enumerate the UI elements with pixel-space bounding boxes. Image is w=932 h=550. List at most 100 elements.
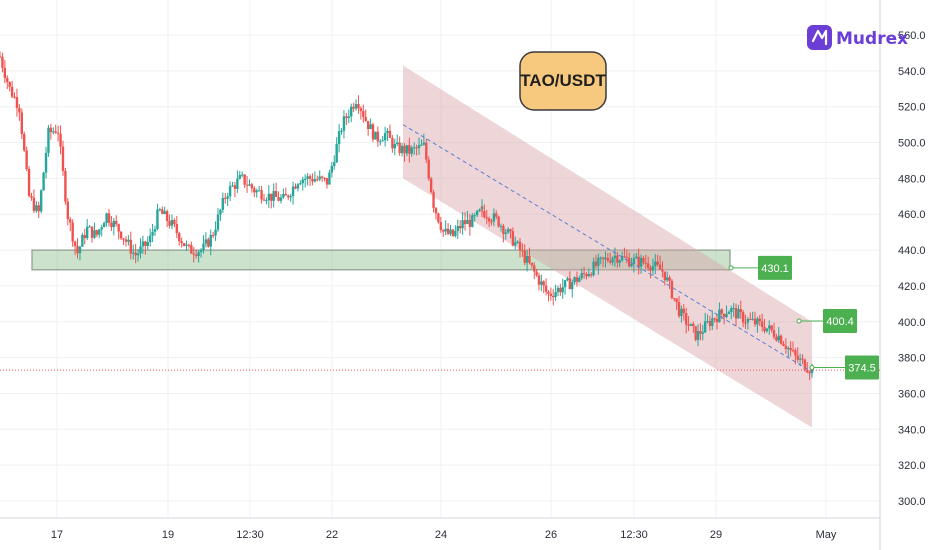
candle-body bbox=[734, 308, 738, 319]
candle-body bbox=[682, 308, 685, 314]
candle-body bbox=[483, 211, 486, 218]
candle-body bbox=[226, 196, 229, 199]
candle-body bbox=[798, 358, 802, 360]
candle-body bbox=[556, 287, 560, 292]
candle-body bbox=[461, 220, 464, 229]
candle-body bbox=[158, 209, 162, 211]
candle-body bbox=[6, 78, 9, 82]
candle-body bbox=[224, 197, 227, 199]
candle-body bbox=[451, 229, 455, 236]
candle-body bbox=[199, 250, 203, 253]
candle-body bbox=[692, 323, 695, 327]
candle-body bbox=[758, 318, 761, 322]
candle-body bbox=[680, 308, 683, 317]
candle-body bbox=[398, 142, 401, 154]
candle-body bbox=[71, 222, 74, 242]
candle-body bbox=[241, 174, 244, 176]
annotation-label-box bbox=[758, 255, 792, 280]
candle-body bbox=[245, 184, 249, 186]
candle-body bbox=[746, 318, 750, 323]
candle-body bbox=[763, 326, 766, 332]
candle-body bbox=[563, 280, 567, 288]
candle-body bbox=[495, 213, 498, 217]
midline bbox=[402, 124, 813, 373]
candle-body bbox=[549, 293, 553, 296]
candle-body bbox=[187, 244, 191, 246]
candle-body bbox=[561, 287, 564, 293]
candle-body bbox=[49, 127, 53, 133]
candle-body bbox=[173, 219, 176, 225]
candle-body bbox=[64, 170, 67, 202]
channel-midline bbox=[402, 124, 813, 373]
candle-body bbox=[730, 308, 733, 313]
candle-body bbox=[110, 222, 113, 228]
candle-body bbox=[408, 145, 411, 154]
candle-body bbox=[670, 280, 674, 299]
candle-body bbox=[323, 177, 326, 179]
candle-body bbox=[102, 223, 106, 228]
candle-body bbox=[644, 262, 648, 264]
candle-body bbox=[282, 194, 285, 198]
candle-body bbox=[689, 323, 693, 326]
annotation-dot bbox=[796, 318, 802, 324]
candle-body bbox=[400, 145, 404, 154]
candle-body bbox=[134, 252, 137, 256]
candle-body bbox=[580, 273, 583, 279]
candle-body bbox=[427, 159, 430, 179]
candle-body bbox=[190, 245, 193, 254]
candle-body bbox=[403, 145, 406, 154]
candle-body bbox=[620, 256, 624, 261]
candle-body bbox=[83, 235, 86, 239]
candle-body bbox=[35, 205, 38, 211]
x-tick-label: 22 bbox=[326, 529, 338, 541]
y-tick-label: 520.0 bbox=[898, 102, 926, 114]
y-tick-label: 560.0 bbox=[898, 30, 926, 42]
candle-body bbox=[566, 278, 569, 281]
candle-body bbox=[316, 179, 319, 181]
candle-body bbox=[806, 370, 809, 373]
candle-body bbox=[511, 231, 515, 246]
candle-body bbox=[446, 228, 450, 234]
candle-body bbox=[105, 213, 108, 224]
candle-body bbox=[509, 229, 512, 232]
candle-body bbox=[192, 253, 195, 255]
candle-body bbox=[352, 106, 355, 109]
candle-body bbox=[95, 230, 99, 235]
candle-body bbox=[475, 210, 479, 216]
candle-body bbox=[350, 106, 353, 117]
candle-body bbox=[178, 233, 181, 242]
y-tick-label: 340.0 bbox=[898, 424, 926, 436]
candle-body bbox=[630, 263, 633, 267]
y-tick-label: 460.0 bbox=[898, 209, 926, 221]
candle-body bbox=[727, 312, 731, 315]
y-tick-label: 320.0 bbox=[898, 460, 926, 472]
candle-body bbox=[219, 209, 222, 215]
candle-body bbox=[677, 302, 681, 317]
y-tick-label: 380.0 bbox=[898, 353, 926, 365]
candle-body bbox=[61, 146, 65, 171]
candle-body bbox=[81, 235, 84, 247]
candle-body bbox=[78, 246, 82, 254]
candle-body bbox=[374, 131, 377, 140]
candle-body bbox=[463, 220, 467, 225]
candle-body bbox=[391, 137, 394, 149]
candle-body bbox=[37, 205, 40, 212]
x-axis: 17 19 12:30 22 24 26 12:30 29 May bbox=[51, 529, 837, 541]
candle-body bbox=[301, 179, 304, 184]
y-tick-label: 300.0 bbox=[898, 496, 926, 508]
candle-body bbox=[328, 172, 331, 185]
candle-body bbox=[100, 227, 103, 230]
candle-body bbox=[115, 220, 118, 225]
candle-body bbox=[85, 226, 89, 239]
candle-body bbox=[3, 67, 7, 79]
candle-body bbox=[796, 355, 799, 360]
candle-body bbox=[27, 169, 31, 196]
candle-body bbox=[253, 188, 256, 193]
candle-body bbox=[696, 331, 700, 340]
candle-body bbox=[801, 358, 804, 360]
candle-body bbox=[791, 350, 795, 352]
price-annotations: 430.1 400.4 374.5 bbox=[728, 255, 879, 380]
candle-body bbox=[93, 230, 96, 238]
candle-body bbox=[668, 277, 671, 281]
candle-body bbox=[175, 224, 179, 234]
